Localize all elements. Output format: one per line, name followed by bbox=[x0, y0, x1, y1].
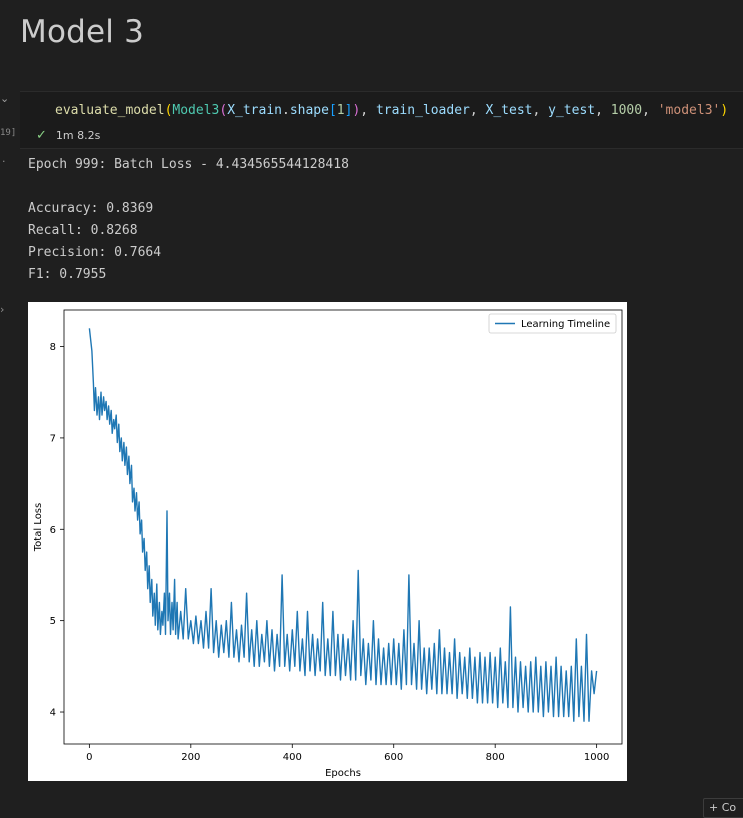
code-token: train_loader bbox=[375, 103, 470, 118]
output-line bbox=[28, 176, 349, 198]
code-token: ) bbox=[352, 103, 361, 118]
y-tick-label: 7 bbox=[50, 433, 56, 444]
x-tick-label: 800 bbox=[486, 752, 505, 763]
code-token: ] bbox=[344, 103, 353, 118]
code-token: ( bbox=[219, 103, 228, 118]
code-token: 1000 bbox=[610, 103, 643, 118]
x-tick-label: 400 bbox=[283, 752, 302, 763]
x-tick-label: 600 bbox=[384, 752, 403, 763]
execution-time: 1m 8.2s bbox=[55, 129, 101, 142]
code-token: 1 bbox=[336, 103, 345, 118]
code-token: , bbox=[469, 103, 486, 118]
output-line: Accuracy: 0.8369 bbox=[28, 201, 154, 216]
x-tick-label: 1000 bbox=[584, 752, 609, 763]
code-token: shape bbox=[289, 103, 329, 118]
y-axis-label: Total Loss bbox=[33, 503, 44, 552]
code-token: . bbox=[282, 103, 290, 118]
code-token: evaluate_model bbox=[55, 103, 165, 118]
y-tick-label: 5 bbox=[50, 616, 56, 627]
code-cell[interactable]: evaluate_model(Model3(X_train.shape[1]),… bbox=[20, 91, 743, 149]
execution-count: 19] bbox=[0, 128, 17, 138]
series-line-learning-timeline bbox=[88, 328, 598, 722]
output-menu-icon[interactable]: · bbox=[2, 155, 6, 168]
y-tick-label: 6 bbox=[50, 525, 56, 536]
add-code-cell-button[interactable]: + Co bbox=[703, 798, 743, 818]
code-token: y_test bbox=[548, 103, 596, 118]
output-actions-icon[interactable]: › bbox=[0, 303, 5, 316]
code-token: ( bbox=[164, 103, 173, 118]
x-tick-label: 200 bbox=[181, 752, 200, 763]
code-token: X_test bbox=[485, 103, 533, 118]
code-token: 'model3' bbox=[657, 103, 721, 118]
code-token: X_train bbox=[227, 103, 282, 118]
output-line: F1: 0.7955 bbox=[28, 267, 107, 282]
code-token: Model3 bbox=[172, 103, 220, 118]
code-token: , bbox=[595, 103, 611, 118]
x-tick-label: 0 bbox=[86, 752, 92, 763]
x-axis-label: Epochs bbox=[325, 768, 361, 779]
code-editor-line[interactable]: evaluate_model(Model3(X_train.shape[1]),… bbox=[55, 103, 728, 118]
output-line: Precision: 0.7664 bbox=[28, 245, 162, 260]
loss-chart: 0 200 400 600 800 1000 4 5 6 7 8 Epochs Total Loss Le… bbox=[33, 309, 623, 779]
code-token: , bbox=[360, 103, 376, 118]
cell-output-text: Epoch 999: Batch Loss - 4.43456554412841… bbox=[28, 154, 349, 286]
plot-output: 0 200 400 600 800 1000 4 5 6 7 8 Epochs Total Loss Le… bbox=[28, 302, 627, 781]
collapse-chevron-icon[interactable]: ⌄ bbox=[0, 92, 10, 105]
y-tick-label: 4 bbox=[50, 708, 56, 719]
execution-status: ✓ 1m 8.2s bbox=[36, 128, 100, 143]
success-check-icon: ✓ bbox=[36, 128, 47, 143]
code-token: ) bbox=[720, 103, 729, 118]
output-line: Recall: 0.8268 bbox=[28, 223, 138, 238]
code-token: , bbox=[642, 103, 658, 118]
y-tick-label: 8 bbox=[50, 342, 56, 353]
code-token: [ bbox=[328, 103, 337, 118]
markdown-heading: Model 3 bbox=[20, 14, 145, 50]
legend-label: Learning Timeline bbox=[521, 319, 610, 330]
axes-frame bbox=[63, 309, 623, 745]
code-token: , bbox=[532, 103, 549, 118]
output-line: Epoch 999: Batch Loss - 4.43456554412841… bbox=[28, 157, 349, 172]
legend-box bbox=[488, 313, 617, 334]
